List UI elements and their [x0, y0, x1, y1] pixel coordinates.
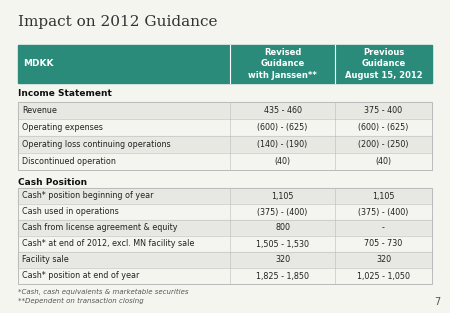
Text: Cash* at end of 2012, excl. MN facility sale: Cash* at end of 2012, excl. MN facility … — [22, 239, 194, 249]
Text: (200) - (250): (200) - (250) — [358, 140, 409, 149]
Bar — [18, 136, 432, 153]
Bar — [18, 236, 432, 252]
Text: 375 - 400: 375 - 400 — [364, 106, 403, 115]
Text: (40): (40) — [375, 157, 392, 166]
Bar — [18, 268, 432, 284]
Bar — [18, 119, 432, 136]
Text: 1,105: 1,105 — [372, 192, 395, 201]
Text: MDKK: MDKK — [23, 59, 54, 69]
Text: (375) - (400): (375) - (400) — [257, 208, 308, 217]
Bar — [18, 45, 432, 83]
Text: Cash Position: Cash Position — [18, 178, 87, 187]
Text: **Dependent on transaction closing: **Dependent on transaction closing — [18, 298, 144, 304]
Text: 1,505 - 1,530: 1,505 - 1,530 — [256, 239, 309, 249]
Bar — [18, 188, 432, 204]
Text: Operating loss continuing operations: Operating loss continuing operations — [22, 140, 171, 149]
Text: 1,825 - 1,850: 1,825 - 1,850 — [256, 271, 309, 280]
Text: Revenue: Revenue — [22, 106, 57, 115]
Text: Discontinued operation: Discontinued operation — [22, 157, 116, 166]
Bar — [18, 102, 432, 119]
Text: Impact on 2012 Guidance: Impact on 2012 Guidance — [18, 15, 217, 29]
Text: 705 - 730: 705 - 730 — [364, 239, 403, 249]
Text: Revised
Guidance
with Janssen**: Revised Guidance with Janssen** — [248, 49, 317, 80]
Bar — [18, 188, 432, 284]
Text: (600) - (625): (600) - (625) — [257, 123, 308, 132]
Bar — [18, 102, 432, 170]
Text: Cash used in operations: Cash used in operations — [22, 208, 119, 217]
Text: 7: 7 — [434, 297, 440, 307]
Text: 1,025 - 1,050: 1,025 - 1,050 — [357, 271, 410, 280]
Text: Cash* position beginning of year: Cash* position beginning of year — [22, 192, 153, 201]
Text: Income Statement: Income Statement — [18, 89, 112, 98]
Text: 800: 800 — [275, 223, 290, 233]
Bar — [18, 204, 432, 220]
Text: Facility sale: Facility sale — [22, 255, 69, 264]
Text: (40): (40) — [274, 157, 291, 166]
Text: 435 - 460: 435 - 460 — [264, 106, 302, 115]
Text: (375) - (400): (375) - (400) — [358, 208, 409, 217]
Text: 1,105: 1,105 — [271, 192, 294, 201]
Text: (140) - (190): (140) - (190) — [257, 140, 308, 149]
Text: 320: 320 — [376, 255, 391, 264]
Bar — [18, 220, 432, 236]
Text: Previous
Guidance
August 15, 2012: Previous Guidance August 15, 2012 — [345, 49, 422, 80]
Text: *Cash, cash equivalents & marketable securities: *Cash, cash equivalents & marketable sec… — [18, 289, 189, 295]
Bar — [18, 153, 432, 170]
Bar — [18, 252, 432, 268]
Text: -: - — [382, 223, 385, 233]
Text: Operating expenses: Operating expenses — [22, 123, 103, 132]
Text: Cash* position at end of year: Cash* position at end of year — [22, 271, 140, 280]
Text: 320: 320 — [275, 255, 290, 264]
Text: Cash from license agreement & equity: Cash from license agreement & equity — [22, 223, 177, 233]
Text: (600) - (625): (600) - (625) — [358, 123, 409, 132]
